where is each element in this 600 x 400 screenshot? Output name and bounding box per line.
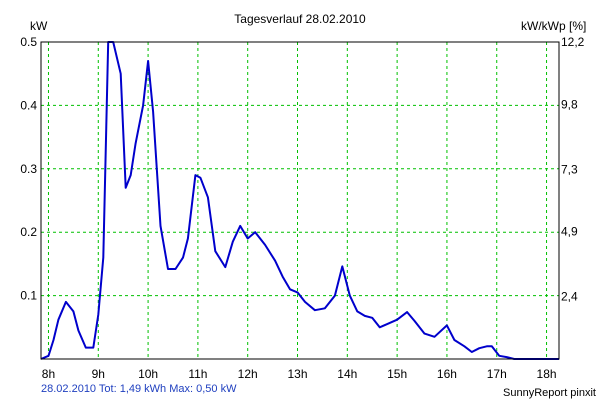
y2-axis-ticks: 2,4 4,9 7,3 9,8 12,2	[561, 35, 585, 304]
x-tick-label: 13h	[287, 367, 307, 381]
y-tick-label: 0.1	[20, 289, 37, 303]
plot-frame	[40, 41, 560, 360]
footer-credit: SunnyReport pinxit	[503, 387, 596, 399]
y2-tick-label: 7,3	[561, 162, 578, 176]
x-tick-label: 9h	[92, 367, 105, 381]
chart-title: Tagesverlauf 28.02.2010	[234, 12, 366, 26]
x-tick-label: 14h	[337, 367, 357, 381]
x-tick-label: 11h	[188, 367, 207, 381]
x-tick-label: 17h	[487, 367, 507, 381]
series-line	[40, 41, 559, 360]
y-tick-label: 0.4	[20, 98, 37, 112]
x-tick-label: 18h	[537, 367, 557, 381]
grid	[41, 41, 559, 359]
x-tick-label: 12h	[238, 367, 258, 381]
footer-summary: 28.02.2010 Tot: 1,49 kWh Max: 0,50 kW	[41, 383, 237, 395]
x-tick-label: 16h	[437, 367, 457, 381]
y-axis-ticks: 0.1 0.2 0.3 0.4 0.5	[20, 35, 37, 303]
y-axis-label: kW	[30, 19, 48, 33]
y2-tick-label: 12,2	[561, 35, 585, 49]
y2-tick-label: 2,4	[561, 290, 578, 304]
y2-axis-label: kW/kWp [%]	[521, 19, 586, 33]
x-tick-label: 8h	[42, 367, 55, 381]
series-layer	[40, 41, 559, 360]
x-axis-ticks: 8h 9h 10h 11h 12h 13h 14h 15h 16h 17h 18h	[42, 367, 557, 381]
y2-tick-label: 9,8	[561, 97, 578, 111]
x-tick-label: 15h	[387, 367, 407, 381]
x-tick-label: 10h	[138, 367, 158, 381]
y-tick-label: 0.2	[20, 225, 37, 239]
y-tick-label: 0.3	[20, 162, 37, 176]
y-tick-label: 0.5	[20, 35, 37, 49]
y2-tick-label: 4,9	[561, 225, 578, 239]
